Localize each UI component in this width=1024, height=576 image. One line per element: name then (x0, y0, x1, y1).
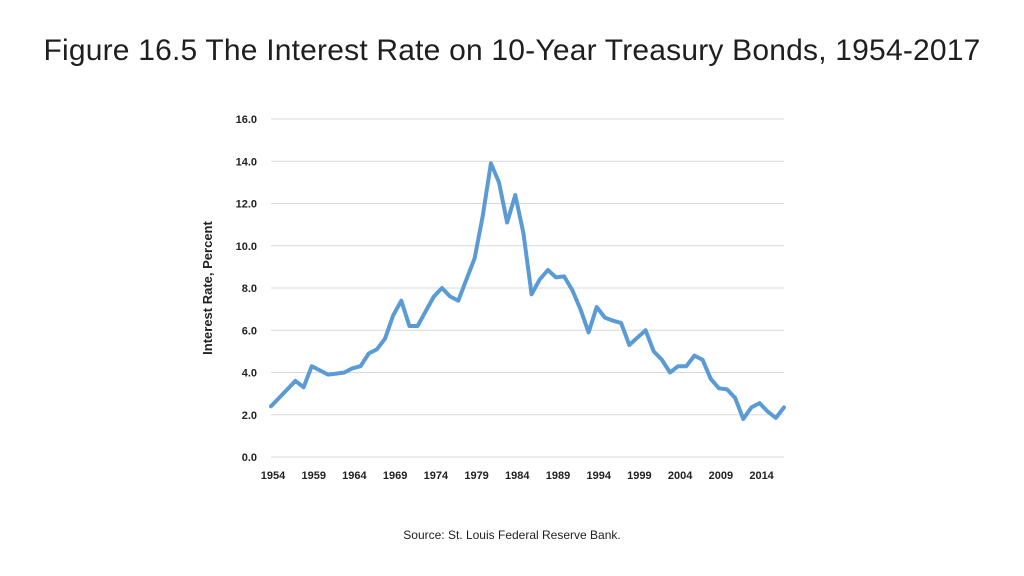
x-tick-label: 1954 (261, 470, 286, 482)
x-tick-label: 1994 (586, 470, 611, 482)
series-line-interest-rate (269, 161, 786, 421)
x-tick-label: 1959 (301, 470, 325, 482)
y-tick-label: 14.0 (236, 156, 257, 168)
y-tick-label: 2.0 (242, 410, 257, 422)
x-tick-label: 2009 (709, 470, 733, 482)
y-tick-label: 8.0 (242, 283, 257, 295)
y-tick-label: 12.0 (236, 199, 257, 211)
y-tick-label: 16.0 (236, 114, 257, 126)
x-tick-label: 2004 (668, 470, 693, 482)
y-tick-label: 4.0 (242, 368, 257, 380)
slide-title: Figure 16.5 The Interest Rate on 10-Year… (43, 34, 981, 67)
x-tick-label: 1979 (464, 470, 488, 482)
y-axis-title: Interest Rate, Percent (200, 221, 215, 355)
y-tick-label: 6.0 (242, 325, 257, 337)
x-tick-label: 1999 (627, 470, 651, 482)
x-tick-label: 1974 (424, 470, 449, 482)
source-note: Source: St. Louis Federal Reserve Bank. (403, 528, 621, 542)
x-tick-label: 1989 (546, 470, 570, 482)
x-tick-labels: 1954 1959 1964 1969 1974 1979 1984 1989 1994 1999… (261, 470, 775, 482)
gridlines (271, 118, 784, 458)
y-tick-label: 10.0 (236, 241, 257, 253)
x-tick-label: 1969 (383, 470, 407, 482)
x-tick-label: 1984 (505, 470, 530, 482)
x-tick-label: 1964 (342, 470, 367, 482)
y-tick-label: 0.0 (242, 452, 257, 464)
y-tick-labels: 0.0 2.0 4.0 6.0 8.0 10.0 12.0 14.0 16.0 (236, 114, 257, 464)
x-tick-label: 2014 (749, 470, 774, 482)
